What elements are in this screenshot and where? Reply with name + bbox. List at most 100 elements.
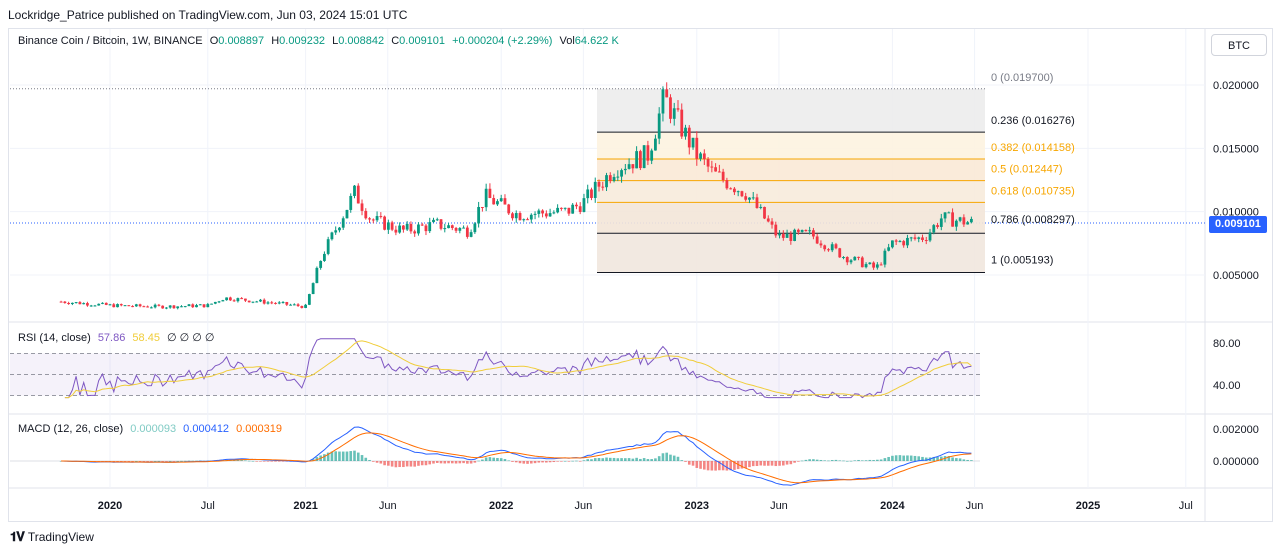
candle-body <box>875 264 879 268</box>
macd-histogram-bar <box>560 461 563 462</box>
macd-histogram-bar <box>496 457 499 461</box>
macd-histogram-bar <box>439 461 443 464</box>
candle-body <box>127 305 131 307</box>
macd-histogram-bar <box>684 461 687 462</box>
candle-body <box>424 225 428 232</box>
macd-histogram-bar <box>563 460 567 462</box>
candle-body <box>518 213 522 221</box>
macd-histogram-bar <box>131 461 134 462</box>
macd-histogram-bar <box>970 460 973 461</box>
fibonacci-retracement[interactable]: 0 (0.019700) 0.236 (0.016276) 0.382 (0.014… <box>10 72 1075 274</box>
candle-body <box>270 302 274 304</box>
candle-body <box>902 241 906 246</box>
macd-histogram-bar <box>951 457 954 461</box>
candle-body <box>796 229 800 232</box>
macd-histogram-bar <box>492 457 495 461</box>
price-legend: Binance Coin / Bitcoin, 1W, BINANCE O0.0… <box>18 35 619 47</box>
candle-body <box>202 304 206 308</box>
candle-body <box>458 228 462 231</box>
macd-histogram-bar <box>262 461 266 462</box>
macd-histogram-bar <box>383 461 386 466</box>
candle-body <box>717 171 721 173</box>
candle-body <box>428 222 432 232</box>
macd-histogram-bar <box>353 450 356 461</box>
macd-histogram-bar <box>413 461 416 467</box>
macd-histogram-bar <box>417 461 420 466</box>
macd-histogram-bar <box>315 457 319 461</box>
macd-histogram-bar <box>575 460 578 462</box>
candle-body <box>484 188 488 208</box>
candle-body <box>744 196 748 200</box>
macd-histogram-bar <box>680 460 684 461</box>
macd-histogram-bar <box>898 455 902 461</box>
high-value: 0.009232 <box>279 35 326 47</box>
macd-histogram-bar <box>454 461 458 464</box>
change-value: +0.000204 (+2.29%) <box>452 35 553 47</box>
candle-body <box>879 264 883 266</box>
macd-histogram-bar <box>435 461 439 463</box>
macd-histogram-bar <box>251 460 255 462</box>
macd-histogram-bar <box>375 461 379 463</box>
open-value: 0.008897 <box>218 35 265 47</box>
candle-body <box>225 297 229 301</box>
candle-body <box>958 217 962 221</box>
macd-histogram-bar <box>714 461 717 471</box>
macd-legend: MACD (12, 26, close) 0.000093 0.000412 0… <box>18 423 282 435</box>
fib-level-label: 0.618 (0.010735) <box>991 185 1075 197</box>
macd-histogram-bar <box>180 460 183 462</box>
candle-body <box>759 206 763 208</box>
currency-button[interactable]: BTC <box>1211 34 1267 56</box>
macd-histogram-bar <box>838 460 842 462</box>
macd-pane: 0.002000 0.000000 <box>10 424 1259 486</box>
macd-histogram-bar <box>909 455 913 461</box>
macd-histogram-bar <box>725 461 729 471</box>
macd-histogram-bar <box>966 459 969 461</box>
macd-histogram-bar <box>917 456 921 461</box>
candle-body <box>221 300 225 302</box>
macd-histogram-bar <box>364 457 368 461</box>
candle-body <box>244 298 247 301</box>
macd-histogram-bar <box>556 461 559 462</box>
macd-histogram-bar <box>244 460 247 462</box>
macd-histogram-bar <box>672 455 676 461</box>
fib-band <box>597 88 985 133</box>
macd-histogram-bar <box>789 461 793 465</box>
macd-histogram-bar <box>906 455 909 461</box>
fib-level-label: 1 (0.005193) <box>991 255 1053 267</box>
macd-histogram-bar <box>484 457 488 461</box>
macd-histogram-bar <box>804 459 808 461</box>
candle-body <box>104 302 108 305</box>
macd-histogram-bar <box>924 457 928 461</box>
candle-body <box>830 244 834 251</box>
macd-histogram-bar <box>578 461 582 462</box>
candle-body <box>917 237 921 239</box>
candle-body <box>251 301 255 303</box>
macd-histogram-bar <box>830 460 834 461</box>
candle-body <box>473 223 477 233</box>
time-tick-label: 2021 <box>293 500 317 512</box>
rsi-ma-line <box>64 340 972 399</box>
macd-histogram-bar <box>936 457 939 461</box>
candle-body <box>187 304 191 307</box>
candle-body <box>266 302 270 304</box>
candle-body <box>571 204 575 214</box>
candle-body <box>341 218 345 228</box>
candle-body <box>398 225 402 233</box>
macd-histogram-bar <box>845 460 849 462</box>
candle-body <box>157 304 161 306</box>
price-tick-label: 0.015000 <box>1213 143 1259 155</box>
candle-body <box>480 206 484 208</box>
candle-body <box>67 303 71 305</box>
macd-histogram-bar <box>112 461 116 462</box>
candle-body <box>375 216 379 221</box>
macd-histogram-bar <box>876 459 879 461</box>
macd-histogram-bar <box>187 460 191 462</box>
candle-body <box>575 204 578 207</box>
candle-body <box>665 89 669 98</box>
macd-histogram-bar <box>259 461 262 462</box>
macd-histogram-bar <box>172 461 176 462</box>
candle-body <box>454 227 458 231</box>
macd-histogram-bar <box>883 458 887 461</box>
macd-histogram-bar <box>360 455 364 461</box>
